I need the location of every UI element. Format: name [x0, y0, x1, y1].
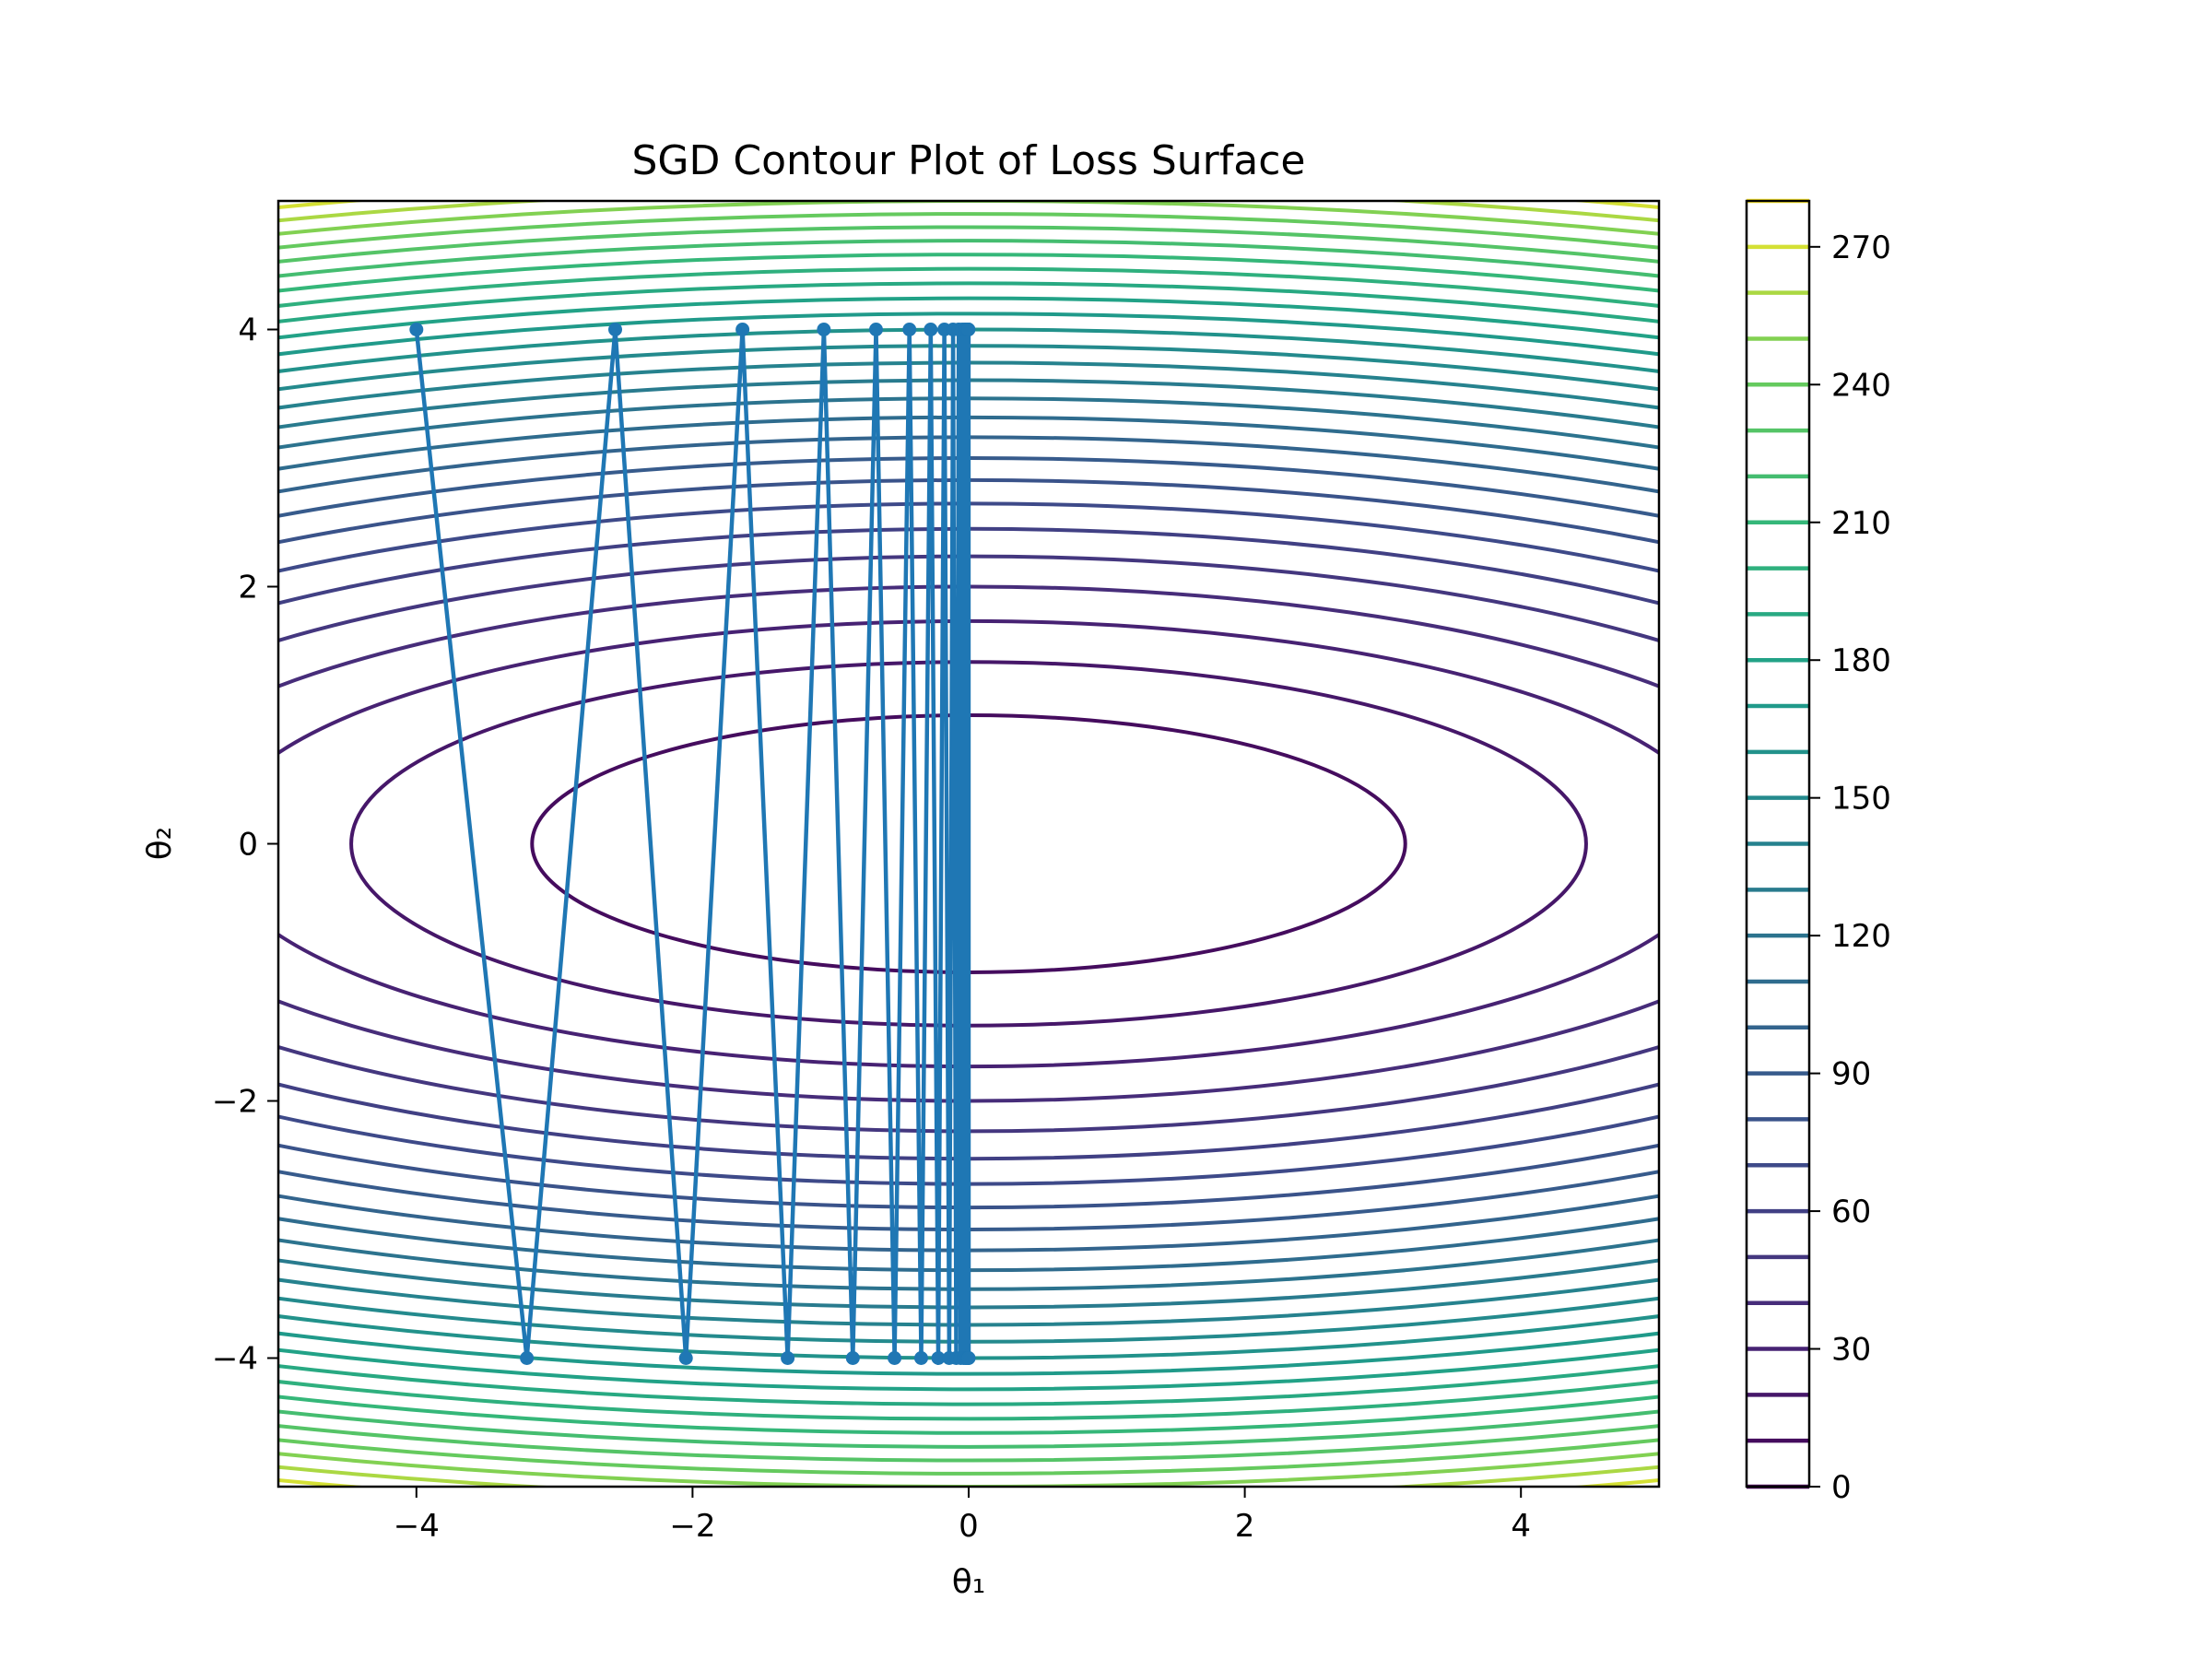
sgd-path-point — [520, 1351, 535, 1365]
sgd-path-point — [961, 1351, 976, 1365]
sgd-path-point — [817, 323, 831, 336]
sgd-path-point — [409, 323, 424, 336]
sgd-path-point — [868, 323, 883, 336]
x-tick-label: 2 — [1235, 1508, 1255, 1545]
colorbar-tick-label: 180 — [1831, 642, 1891, 679]
contour-level-180 — [278, 296, 1659, 1392]
colorbar-tick-label: 30 — [1831, 1332, 1871, 1369]
y-tick-label: −2 — [212, 1084, 258, 1121]
colorbar-tick-label: 60 — [1831, 1194, 1871, 1230]
sgd-path-line — [414, 327, 971, 1360]
colorbar: 0 30 60 90 120 150 180 210 240 270 — [1745, 198, 1891, 1506]
contour-level-240 — [278, 212, 1659, 1476]
contour-level-220 — [278, 239, 1659, 1449]
sgd-path-point — [845, 1351, 860, 1365]
sgd-path-point — [735, 323, 750, 336]
x-axis-label: θ₁ — [952, 1563, 985, 1601]
colorbar-tick-label: 90 — [1831, 1056, 1871, 1093]
contour-level-230 — [278, 225, 1659, 1463]
y-axis-label: θ₂ — [141, 827, 179, 860]
contour-level-190 — [278, 281, 1659, 1406]
sgd-path-point — [913, 1351, 928, 1365]
contour-level-200 — [278, 266, 1659, 1421]
colorbar-tick-label: 150 — [1831, 781, 1891, 818]
colorbar-tick-label: 240 — [1831, 367, 1891, 404]
x-tick-label: −2 — [669, 1508, 715, 1545]
colorbar-tick-label: 0 — [1831, 1469, 1852, 1506]
sgd-path-point — [888, 1351, 902, 1365]
y-tick-label: −4 — [212, 1341, 258, 1378]
sgd-path-point — [902, 323, 917, 336]
colorbar-tick-label: 210 — [1831, 505, 1891, 542]
colorbar-tick-label: 270 — [1831, 229, 1891, 266]
sgd-path-point — [924, 323, 938, 336]
y-tick-label: 0 — [238, 827, 258, 864]
sgd-path-point — [608, 323, 623, 336]
x-axis: −4 −2 0 2 4 — [394, 1487, 1531, 1545]
chart-title: SGD Contour Plot of Loss Surface — [632, 137, 1306, 184]
contour-level-170 — [278, 312, 1659, 1376]
sgd-path-point — [781, 1351, 795, 1365]
sgd-path-point — [961, 323, 976, 336]
sgd-path-point — [678, 1351, 693, 1365]
contour-level-210 — [278, 253, 1659, 1435]
x-tick-label: 4 — [1511, 1508, 1531, 1545]
y-axis: −4 −2 0 2 4 — [212, 312, 278, 1378]
sgd-path-layer — [409, 323, 976, 1365]
colorbar-tick-label: 120 — [1831, 918, 1891, 955]
x-tick-label: 0 — [959, 1508, 979, 1545]
x-tick-label: −4 — [394, 1508, 440, 1545]
sgd-path-point — [931, 1351, 946, 1365]
y-tick-label: 2 — [238, 570, 258, 606]
y-tick-label: 4 — [238, 312, 258, 349]
colorbar-frame — [1745, 199, 1811, 1488]
